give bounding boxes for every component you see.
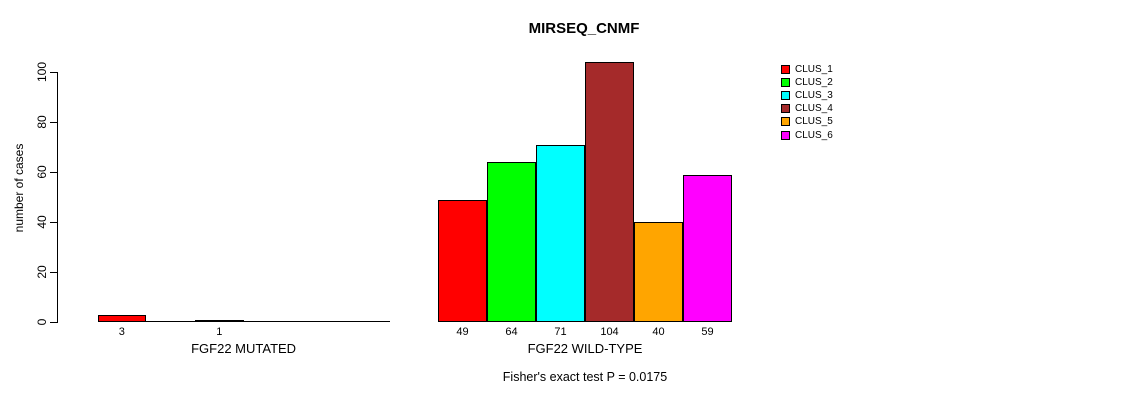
- bar-CLUS_6: [683, 174, 732, 322]
- bar-value-label: 104: [600, 326, 619, 338]
- y-tick: [50, 321, 57, 323]
- bar-value-label: 49: [456, 326, 469, 338]
- legend-swatch-icon: [781, 65, 790, 75]
- bar-value-label: 40: [652, 326, 665, 338]
- y-tick-label: 100: [35, 61, 49, 83]
- chart-legend: CLUS_1 CLUS_2 CLUS_3 CLUS_4 CLUS_5 CLUS_6: [781, 63, 833, 142]
- y-tick: [50, 271, 57, 273]
- bar-CLUS_5: [634, 222, 683, 322]
- legend-item-CLUS_3: CLUS_3: [781, 89, 833, 102]
- bar-value-label: 64: [505, 326, 518, 338]
- bar-CLUS_1: [438, 199, 487, 322]
- bar-value-label: 1: [216, 326, 223, 338]
- bar-value-label: 71: [554, 326, 567, 338]
- bar-value-label: 3: [118, 326, 125, 338]
- legend-label: CLUS_3: [795, 90, 833, 102]
- legend-swatch-icon: [781, 117, 790, 127]
- legend-item-CLUS_6: CLUS_6: [781, 128, 833, 141]
- legend-swatch-icon: [781, 91, 790, 101]
- y-axis-label: number of cases: [12, 143, 26, 233]
- legend-swatch-icon: [781, 104, 790, 114]
- legend-label: CLUS_4: [795, 103, 833, 115]
- fisher-test-annotation: Fisher's exact test P = 0.0175: [502, 370, 668, 384]
- legend-label: CLUS_5: [795, 116, 833, 128]
- bar-CLUS_3: [536, 144, 585, 322]
- legend-label: CLUS_6: [795, 129, 833, 141]
- x-group-label: FGF22 MUTATED: [191, 341, 297, 356]
- y-tick: [50, 221, 57, 223]
- x-axis-baseline: [97, 321, 390, 322]
- bar-value-label: 59: [701, 326, 714, 338]
- bar-CLUS_1: [97, 314, 147, 322]
- bar-CLUS_3: [194, 319, 244, 322]
- legend-label: CLUS_2: [795, 77, 833, 89]
- y-tick-label: 60: [35, 165, 49, 179]
- x-group-label: FGF22 WILD-TYPE: [527, 341, 643, 356]
- legend-item-CLUS_4: CLUS_4: [781, 102, 833, 115]
- y-axis-line: [57, 72, 58, 323]
- y-tick-label: 40: [35, 215, 49, 229]
- legend-item-CLUS_1: CLUS_1: [781, 63, 833, 76]
- y-tick: [50, 71, 57, 73]
- y-tick-label: 80: [35, 115, 49, 129]
- legend-label: CLUS_1: [795, 64, 833, 76]
- legend-item-CLUS_5: CLUS_5: [781, 115, 833, 128]
- y-tick: [50, 121, 57, 123]
- legend-swatch-icon: [781, 130, 790, 140]
- chart-title: MIRSEQ_CNMF: [528, 20, 640, 37]
- legend-item-CLUS_2: CLUS_2: [781, 76, 833, 89]
- legend-swatch-icon: [781, 78, 790, 88]
- y-tick: [50, 171, 57, 173]
- y-tick-label: 0: [35, 318, 49, 326]
- bar-CLUS_2: [487, 162, 536, 322]
- bar-CLUS_4: [585, 62, 634, 322]
- y-tick-label: 20: [35, 265, 49, 279]
